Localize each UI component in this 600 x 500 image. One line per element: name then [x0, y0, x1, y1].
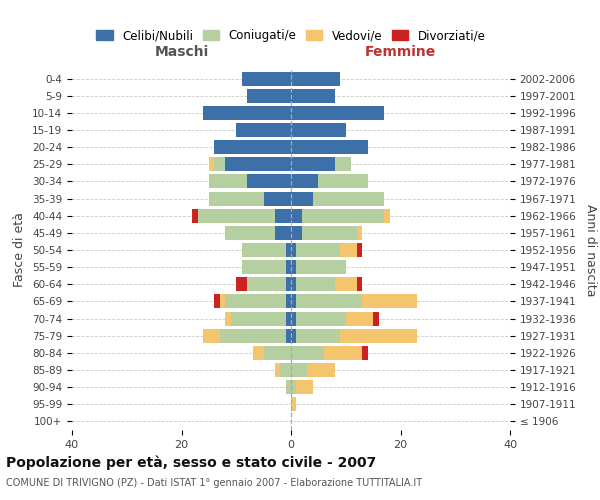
Text: Femmine: Femmine: [365, 45, 436, 59]
Bar: [286, 328, 291, 342]
Bar: [291, 312, 296, 326]
Bar: [291, 123, 346, 137]
Bar: [203, 328, 220, 342]
Bar: [319, 174, 368, 188]
Bar: [275, 226, 291, 240]
Bar: [384, 208, 389, 222]
Bar: [214, 140, 291, 154]
Bar: [220, 294, 226, 308]
Bar: [242, 260, 286, 274]
Bar: [346, 312, 373, 326]
Bar: [291, 294, 296, 308]
Bar: [291, 174, 319, 188]
Bar: [296, 260, 346, 274]
Y-axis label: Anni di nascita: Anni di nascita: [584, 204, 598, 296]
Bar: [253, 346, 263, 360]
Bar: [291, 208, 302, 222]
Bar: [296, 312, 346, 326]
Bar: [335, 278, 356, 291]
Bar: [356, 243, 362, 257]
Bar: [291, 380, 296, 394]
Bar: [193, 208, 198, 222]
Bar: [275, 363, 280, 377]
Bar: [362, 294, 417, 308]
Bar: [340, 328, 417, 342]
Text: Maschi: Maschi: [154, 45, 209, 59]
Bar: [226, 312, 231, 326]
Bar: [291, 398, 296, 411]
Bar: [214, 294, 220, 308]
Bar: [335, 158, 351, 172]
Bar: [236, 278, 247, 291]
Legend: Celibi/Nubili, Coniugati/e, Vedovi/e, Divorziati/e: Celibi/Nubili, Coniugati/e, Vedovi/e, Di…: [92, 26, 490, 46]
Bar: [214, 158, 226, 172]
Bar: [209, 158, 214, 172]
Bar: [242, 243, 286, 257]
Bar: [356, 278, 362, 291]
Bar: [225, 294, 286, 308]
Bar: [291, 328, 296, 342]
Bar: [296, 294, 362, 308]
Text: COMUNE DI TRIVIGNO (PZ) - Dati ISTAT 1° gennaio 2007 - Elaborazione TUTTITALIA.I: COMUNE DI TRIVIGNO (PZ) - Dati ISTAT 1° …: [6, 478, 422, 488]
Bar: [291, 226, 302, 240]
Bar: [247, 88, 291, 102]
Bar: [291, 158, 335, 172]
Bar: [291, 140, 368, 154]
Bar: [291, 106, 384, 120]
Bar: [307, 363, 335, 377]
Text: Popolazione per età, sesso e stato civile - 2007: Popolazione per età, sesso e stato civil…: [6, 455, 376, 469]
Bar: [291, 363, 307, 377]
Bar: [296, 243, 340, 257]
Bar: [291, 72, 340, 86]
Bar: [226, 226, 275, 240]
Y-axis label: Fasce di età: Fasce di età: [13, 212, 26, 288]
Bar: [302, 208, 384, 222]
Bar: [340, 243, 356, 257]
Bar: [291, 192, 313, 205]
Bar: [198, 208, 275, 222]
Bar: [203, 106, 291, 120]
Bar: [296, 278, 335, 291]
Bar: [275, 208, 291, 222]
Bar: [313, 192, 384, 205]
Bar: [286, 294, 291, 308]
Bar: [356, 226, 362, 240]
Bar: [291, 346, 324, 360]
Bar: [286, 260, 291, 274]
Bar: [324, 346, 362, 360]
Bar: [220, 328, 286, 342]
Bar: [226, 158, 291, 172]
Bar: [362, 346, 368, 360]
Bar: [231, 312, 286, 326]
Bar: [373, 312, 379, 326]
Bar: [296, 380, 313, 394]
Bar: [302, 226, 356, 240]
Bar: [280, 363, 291, 377]
Bar: [286, 243, 291, 257]
Bar: [291, 243, 296, 257]
Bar: [291, 278, 296, 291]
Bar: [242, 72, 291, 86]
Bar: [296, 328, 340, 342]
Bar: [286, 278, 291, 291]
Bar: [209, 174, 247, 188]
Bar: [236, 123, 291, 137]
Bar: [291, 88, 335, 102]
Bar: [247, 174, 291, 188]
Bar: [263, 192, 291, 205]
Bar: [263, 346, 291, 360]
Bar: [247, 278, 286, 291]
Bar: [291, 260, 296, 274]
Bar: [209, 192, 263, 205]
Bar: [286, 380, 291, 394]
Bar: [286, 312, 291, 326]
